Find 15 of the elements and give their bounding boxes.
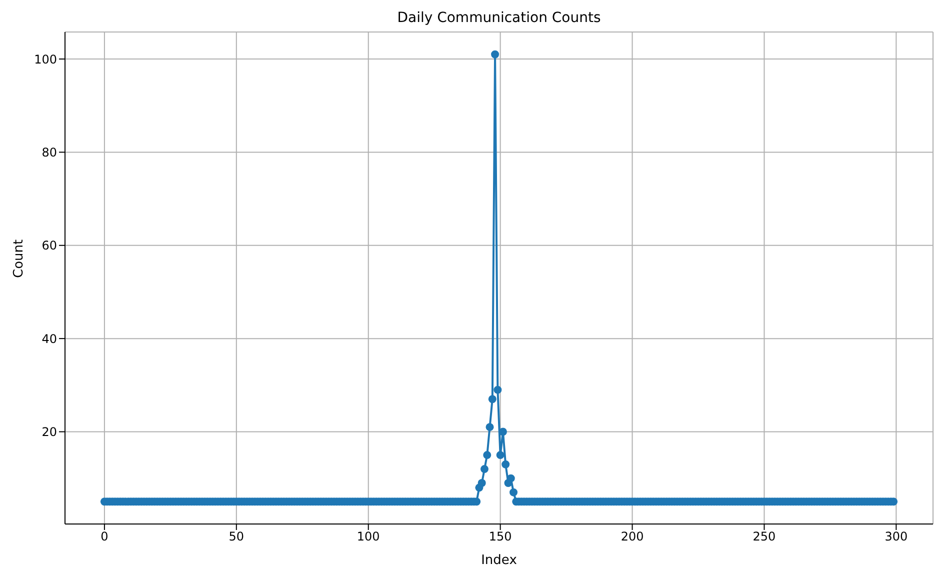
x-tick-label: 300 [884, 530, 908, 544]
x-tick-label: 250 [752, 530, 776, 544]
y-tick-label: 40 [42, 332, 57, 346]
y-tick-label: 100 [34, 52, 57, 66]
y-tick-label: 20 [42, 425, 57, 440]
x-tick-label: 50 [228, 530, 244, 544]
x-tick-label: 0 [100, 530, 108, 544]
y-axis-title: Count [12, 239, 27, 278]
x-tick-label: 200 [620, 530, 644, 544]
x-tick-label: 150 [488, 530, 512, 544]
y-tick-label: 60 [42, 238, 57, 253]
x-axis-title: Index [481, 553, 518, 568]
chart-title: Daily Communication Counts [396, 10, 602, 26]
x-tick-label: 100 [356, 530, 380, 544]
y-tick-label: 80 [42, 145, 57, 160]
